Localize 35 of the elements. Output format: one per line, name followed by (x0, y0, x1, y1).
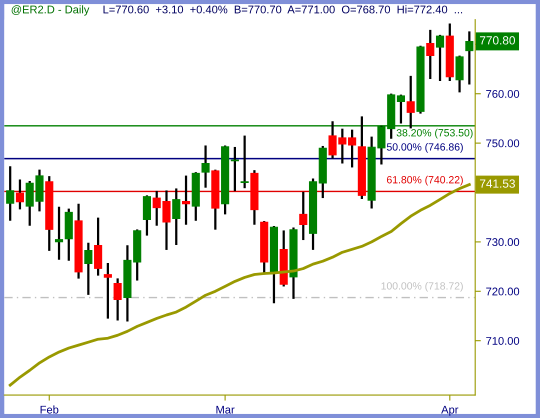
ref-line-label: 100.00% (718.72) (381, 282, 463, 292)
candlestick (104, 263, 112, 319)
ref-line-label: 50.00% (746.86) (386, 142, 463, 153)
candlestick (202, 145, 210, 188)
chart-title: @ER2.D - Daily (12, 5, 90, 16)
candlestick (436, 34, 444, 82)
x-tick-label: Feb (40, 405, 58, 414)
y-tick-label: 710.00 (486, 336, 520, 345)
candlestick (426, 30, 434, 80)
candlestick (406, 76, 415, 128)
candlestick (172, 188, 180, 245)
y-tick-label: 720.00 (486, 288, 520, 296)
candlestick (142, 195, 152, 236)
candlestick (456, 56, 464, 92)
x-tick-label: Mar (216, 406, 234, 414)
chart-subtitle: L=770.60 +3.10 +0.40% B=770.70 A=771.00 O=768.70 Hi=772.40 ... (104, 5, 462, 14)
candlestick (299, 192, 308, 240)
candlestick (328, 121, 337, 159)
candlestick (94, 218, 102, 276)
candlestick (465, 31, 474, 84)
ref-line-label: 38.20% (753.50) (396, 128, 473, 139)
y-tick-label: 730.00 (486, 238, 520, 246)
candlestick (240, 136, 249, 188)
candlestick (230, 146, 239, 192)
y-tick-label: 750.00 (486, 139, 520, 148)
text: 741.53 (480, 179, 515, 188)
x-tick-label: Apr (441, 406, 458, 416)
ref-line-label: 61.80% (740.22) (386, 176, 463, 186)
candlestick (6, 166, 14, 221)
text: 770.80 (480, 36, 516, 45)
candlestick (84, 242, 92, 295)
candlestick (114, 278, 122, 321)
candlestick (16, 180, 24, 210)
candlestick (182, 176, 190, 225)
y-tick-label: 760.00 (486, 90, 520, 98)
